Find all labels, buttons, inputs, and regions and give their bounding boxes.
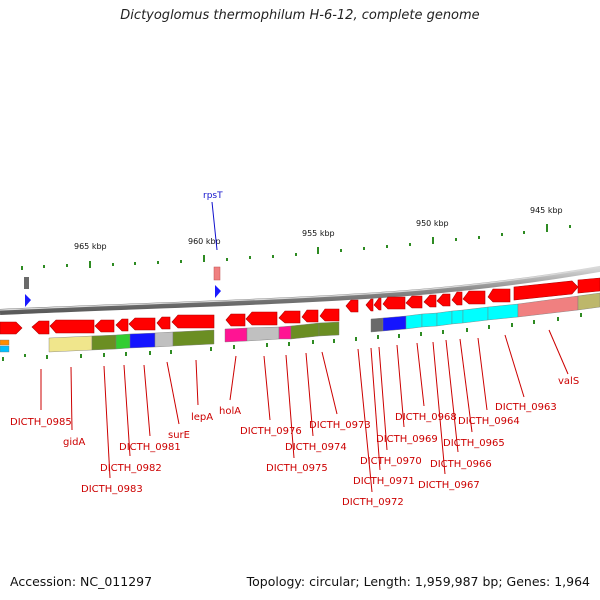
gene-arrow [94,319,115,333]
gene-arrow [382,296,406,310]
gene-label[interactable]: DICTH_0968 [395,412,457,423]
scale-ticks [21,224,571,270]
gene-label[interactable]: DICTH_0963 [495,402,557,413]
genome-backbone [0,265,600,315]
gene-label[interactable]: DICTH_0983 [81,484,143,495]
gene-label[interactable]: DICTH_0969 [376,434,438,445]
gene-arrow [405,295,423,309]
scale-label: 955 kbp [302,229,335,238]
gene-labels: DICTH_0985 gidA DICTH_0983 DICTH_0982 DI… [10,376,579,508]
scale-labels: 965 kbp 960 kbp 955 kbp 950 kbp 945 kbp [74,206,563,251]
gene-label[interactable]: DICTH_0966 [430,459,492,470]
gene-arrow [373,297,382,311]
gene-arrow [451,291,463,306]
gene-label[interactable]: DICTH_0982 [100,463,162,474]
gene-arrows[interactable] [0,277,600,335]
gene-arrow [171,314,215,329]
gene-label[interactable]: DICTH_0964 [458,416,520,427]
gene-label[interactable]: DICTH_0967 [418,480,480,491]
gene-arrow [245,311,278,326]
gene-arrow [156,316,171,330]
gene-arrow [577,277,600,294]
band-ticks [2,313,582,361]
gene-arrow [225,313,246,327]
gene-label[interactable]: DICTH_0981 [119,442,181,453]
gene-arrow [49,319,95,334]
direction-marker-icon [215,285,221,298]
gene-label[interactable]: lepA [191,412,213,423]
gene-label[interactable]: DICTH_0971 [353,476,415,487]
scale-label: 945 kbp [530,206,563,215]
cog-band [0,292,600,353]
gene-label[interactable]: surE [168,430,190,441]
gene-arrow [365,298,374,312]
gene-label[interactable]: DICTH_0972 [342,497,404,508]
gene-arrow [319,308,340,322]
label-leader-lines [40,329,569,493]
gene-arrow [128,317,156,331]
gene-arrow [423,294,437,308]
rpst-gene [213,266,221,281]
accession-text: Accession: NC_011297 [10,574,153,589]
map-title: Dictyoglomus thermophilum H-6-12, comple… [120,8,480,23]
gene-label[interactable]: DICTH_0976 [240,426,302,437]
rpst-label: rpsT [203,191,223,201]
gene-arrow [115,318,129,332]
gene-label[interactable]: DICTH_0985 [10,417,72,428]
gene-arrow [301,309,319,323]
gene-label[interactable]: DICTH_0970 [360,456,422,467]
left-feature [24,277,31,307]
scale-label: 965 kbp [74,242,107,251]
gene-arrow [462,290,486,305]
gene-label[interactable]: valS [558,376,579,387]
gene-label[interactable]: DICTH_0975 [266,463,328,474]
gene-label[interactable]: holA [219,406,241,417]
topology-text: Topology: circular; Length: 1,959,987 bp… [246,574,590,589]
scale-label: 950 kbp [416,219,449,228]
gene-label[interactable]: DICTH_0974 [285,442,347,453]
gene-arrow [31,320,50,335]
gene-arrow [436,293,451,307]
rpst-feature[interactable]: rpsT [203,191,223,298]
gene-arrow [278,310,301,324]
gene-arrow [0,321,23,335]
scale-label: 960 kbp [188,237,221,246]
gene-arrow [513,280,579,301]
direction-marker-icon [25,294,31,307]
gene-arrow [487,288,511,303]
gene-label[interactable]: DICTH_0973 [309,420,371,431]
gene-arrow [345,299,359,313]
gene-label[interactable]: gidA [63,437,85,448]
gene-label[interactable]: DICTH_0965 [443,438,505,449]
